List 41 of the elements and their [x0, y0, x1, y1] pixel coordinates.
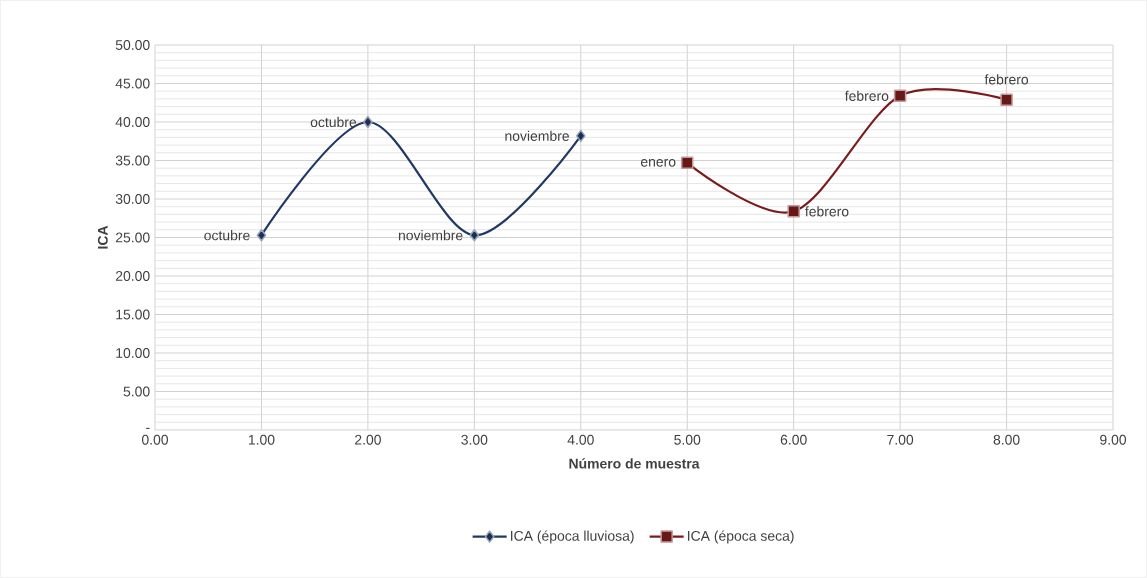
annotation: enero	[640, 158, 676, 167]
y-tick-label: 45.00	[115, 78, 150, 89]
annotation: febrero	[984, 74, 1029, 85]
x-tick-label: 8.00	[993, 434, 1020, 445]
x-tick-label: 2.00	[355, 434, 381, 445]
x-tick-label: 1.00	[248, 434, 275, 445]
y-tick-label: 50.00	[115, 40, 150, 50]
y-tick-label: 20.00	[115, 271, 150, 281]
annotation: febrero	[844, 90, 889, 101]
point	[575, 129, 586, 143]
legend-label: ICA (época lluviosa)	[511, 530, 634, 544]
x-tick-label: 7.00	[887, 434, 914, 445]
y-tick-label: 40.00	[115, 117, 150, 127]
x-tick-label: 9.00	[1100, 434, 1127, 445]
x-tick-label: 5.00	[674, 434, 701, 445]
x-axis-title: Número de muestra	[569, 458, 700, 469]
y-tick-label: 35.00	[115, 155, 150, 166]
point	[787, 205, 800, 218]
annotation: febrero	[805, 206, 849, 217]
point	[1000, 93, 1013, 106]
y-axis-title: ICA	[97, 225, 108, 249]
annotation: octubre	[310, 116, 357, 128]
annotation: noviembre	[505, 130, 569, 141]
y-tick-label: 5.00	[123, 386, 150, 397]
y-tick-label: 25.00	[115, 232, 150, 243]
y-tick-label: 15.00	[116, 309, 150, 320]
x-tick-label: 3.00	[461, 434, 488, 445]
point	[893, 89, 907, 103]
point	[256, 228, 267, 242]
y-tick-label: 30.00	[115, 194, 150, 204]
legend-label: ICA (época seca)	[688, 530, 794, 544]
y-tick-label: -	[146, 427, 150, 429]
annotation: octubre	[204, 230, 250, 241]
x-tick-label: 4.00	[567, 434, 594, 445]
point	[680, 156, 694, 170]
annotation: noviembre	[398, 230, 463, 241]
x-tick-label: 0.00	[141, 434, 169, 445]
x-tick-label: 6.00	[780, 434, 807, 445]
y-tick-label: 10.00	[116, 348, 150, 358]
point	[363, 115, 373, 129]
point	[469, 228, 480, 242]
